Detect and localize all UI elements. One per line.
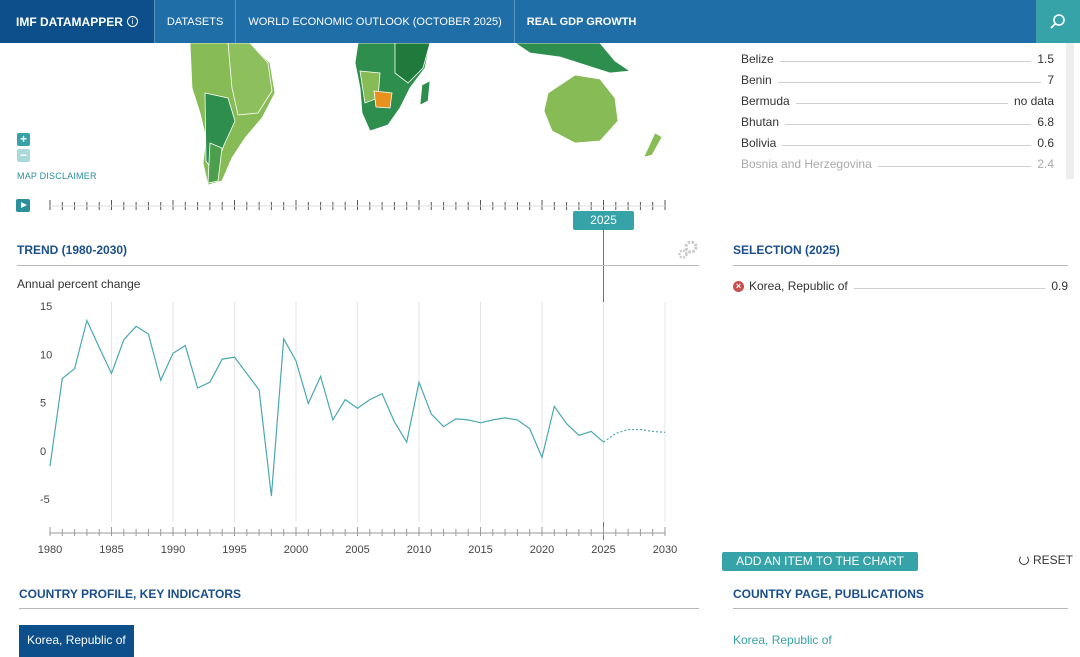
- selection-value: 0.9: [1051, 279, 1068, 293]
- brand-name: IMF DATAMAPPER: [16, 14, 123, 29]
- settings-gear-icon[interactable]: [677, 240, 699, 260]
- info-icon[interactable]: i: [126, 16, 138, 27]
- x-tick-label: 2030: [653, 544, 677, 556]
- zoom-in-button[interactable]: +: [17, 133, 30, 146]
- map-new-zealand: [643, 132, 663, 158]
- country-page-link[interactable]: Korea, Republic of: [733, 633, 832, 647]
- list-item[interactable]: Belize 1.5: [741, 50, 1054, 68]
- reset-label: RESET: [1033, 553, 1074, 567]
- chart-y-axis-label: Annual percent change: [17, 277, 141, 291]
- list-item[interactable]: Bermuda no data: [741, 92, 1054, 110]
- map-south-america-east: [227, 43, 273, 116]
- y-tick-label: 0: [40, 446, 46, 458]
- nav-datasets[interactable]: DATASETS: [155, 0, 237, 43]
- search-icon: [1050, 13, 1065, 29]
- list-item[interactable]: Bolivia 0.6: [741, 134, 1054, 152]
- selection-item[interactable]: × Korea, Republic of 0.9: [733, 278, 1068, 294]
- play-button[interactable]: [16, 199, 30, 212]
- trend-line-chart[interactable]: 15 10 5 0 -5 1980 1985 1990 1995 2000 2005 2010 201…: [0, 290, 700, 565]
- country-name: Bhutan: [741, 115, 780, 129]
- reset-icon: [1019, 555, 1029, 565]
- map-indonesia: [514, 43, 632, 74]
- leader-dots: [777, 81, 1042, 83]
- top-navigation-bar: IMF DATAMAPPER i DATASETS WORLD ECONOMIC…: [0, 0, 1080, 43]
- country-name: Benin: [741, 73, 772, 87]
- series-line: [49, 318, 604, 497]
- leader-dots: [877, 165, 1032, 167]
- timeline-ticks: [49, 200, 666, 210]
- leader-dots: [853, 287, 1046, 289]
- map-africa-east: [394, 43, 431, 84]
- map-madagascar: [419, 80, 431, 106]
- country-value: no data: [1013, 94, 1054, 108]
- country-name: Belize: [741, 52, 774, 66]
- zoom-out-button[interactable]: −: [17, 149, 30, 162]
- country-value-list[interactable]: Belize 1.5 Benin 7 Bermuda no data Bhutan 6.…: [733, 43, 1068, 178]
- nav-real-gdp-growth[interactable]: REAL GDP GROWTH: [526, 15, 637, 28]
- selection-divider: [733, 265, 1068, 266]
- selection-country: Korea, Republic of: [749, 279, 848, 293]
- brand-logo[interactable]: IMF DATAMAPPER i: [0, 0, 155, 43]
- y-tick-label: 10: [40, 349, 52, 361]
- add-item-button[interactable]: ADD AN ITEM TO THE CHART: [722, 552, 918, 571]
- map-disclaimer-link[interactable]: MAP DISCLAIMER: [17, 171, 97, 181]
- leader-dots: [785, 123, 1032, 125]
- list-item[interactable]: Bhutan 6.8: [741, 113, 1054, 131]
- reset-button[interactable]: RESET: [1019, 553, 1073, 567]
- profile-country-button[interactable]: Korea, Republic of: [19, 625, 134, 657]
- y-tick-label: 5: [40, 398, 46, 410]
- leader-dots: [779, 60, 1032, 62]
- world-map[interactable]: + − MAP DISCLAIMER: [0, 43, 700, 193]
- country-value: 1.5: [1037, 52, 1054, 66]
- x-tick-label: 1990: [161, 544, 185, 556]
- country-name: Bermuda: [741, 94, 790, 108]
- x-tick-label: 2000: [284, 544, 308, 556]
- country-name: Bolivia: [741, 136, 777, 150]
- country-value: 0.6: [1037, 136, 1054, 150]
- country-name: Bosnia and Herzegovina: [741, 157, 872, 171]
- map-australia: [543, 74, 619, 144]
- trend-title: TREND (1980-2030): [17, 243, 128, 257]
- x-tick-label: 1995: [222, 544, 246, 556]
- list-item[interactable]: Benin 7: [741, 71, 1054, 89]
- y-tick-label: -5: [40, 494, 50, 506]
- nav-world-economic-outlook[interactable]: WORLD ECONOMIC OUTLOOK (OCTOBER 2025): [236, 0, 515, 43]
- list-scrollbar[interactable]: [1066, 43, 1074, 179]
- x-tick-label: 2005: [345, 544, 369, 556]
- leader-dots: [782, 144, 1032, 146]
- country-value: 2.4: [1037, 157, 1054, 171]
- selection-title: SELECTION (2025): [733, 243, 840, 257]
- x-tick-label: 2015: [468, 544, 492, 556]
- map-botswana: [373, 90, 393, 109]
- trend-divider: [17, 265, 699, 266]
- x-tick-label: 2010: [407, 544, 431, 556]
- country-value: 7: [1047, 73, 1054, 87]
- selected-year-handle[interactable]: 2025: [573, 211, 634, 230]
- list-item[interactable]: Bosnia and Herzegovina 2.4: [741, 155, 1054, 173]
- leader-dots: [795, 102, 1008, 104]
- country-page-divider: [733, 608, 1068, 609]
- x-tick-label: 2025: [591, 544, 615, 556]
- profile-divider: [19, 608, 699, 609]
- remove-selection-icon[interactable]: ×: [733, 280, 744, 292]
- map-south-america-south: [207, 142, 223, 184]
- country-page-title: COUNTRY PAGE, PUBLICATIONS: [733, 587, 924, 601]
- country-value: 6.8: [1037, 115, 1054, 129]
- projection-line: [603, 428, 666, 443]
- year-timeline[interactable]: [16, 197, 676, 217]
- x-tick-label: 1980: [38, 544, 62, 556]
- x-tick-label: 1985: [99, 544, 123, 556]
- y-tick-label: 15: [40, 301, 52, 313]
- search-button[interactable]: [1036, 0, 1080, 43]
- x-tick-label: 2020: [530, 544, 554, 556]
- country-profile-title: COUNTRY PROFILE, KEY INDICATORS: [19, 587, 242, 601]
- map-shapes: [189, 43, 663, 186]
